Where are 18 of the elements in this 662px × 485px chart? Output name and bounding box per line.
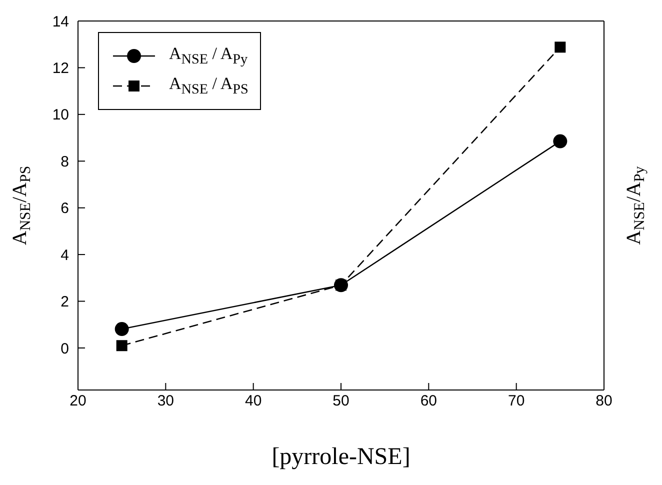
y-tick-label: 10 [52,106,69,124]
y-tick-label: 2 [60,294,69,311]
y-tick-label: 0 [60,340,69,358]
y-tick-label: 4 [60,246,69,264]
y-tick-label: 14 [52,13,69,30]
x-tick-label: 70 [508,392,525,410]
legend-label: A$_{NSE}$ / A$_{Py}$ [169,44,248,68]
x-tick-label: 60 [420,392,438,410]
x-tick-label: 30 [157,392,174,410]
y-tick-label: 6 [60,200,69,218]
x-tick-label: 40 [244,392,262,410]
x-tick-label: 80 [596,392,612,410]
x-tick-label: 50 [332,392,350,410]
legend-label: A$_{NSE}$ / A$_{PS}$ [169,74,248,98]
x-axis-title: [pyrrole-NSE] [272,444,410,470]
y-tick-label: 12 [52,60,69,78]
y-tick-label: 8 [60,153,69,170]
x-tick-label: 20 [70,392,86,410]
